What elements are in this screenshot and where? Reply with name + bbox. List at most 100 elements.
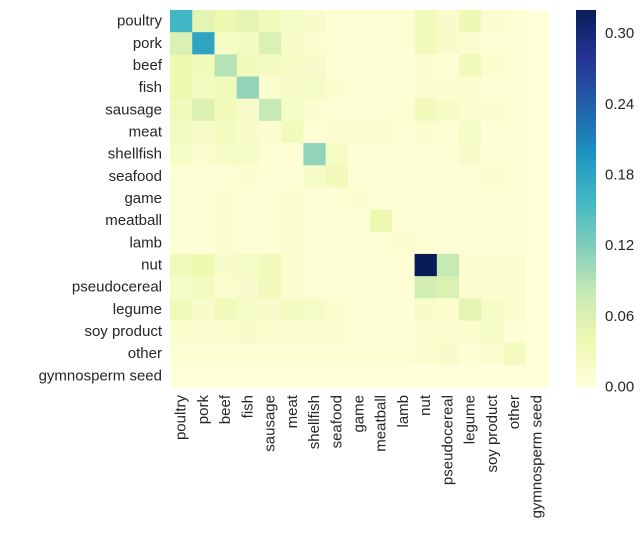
- heatmap-cell: [503, 320, 527, 344]
- heatmap-cell: [236, 276, 260, 299]
- heatmap-cell: [192, 187, 216, 211]
- heatmap-cell: [303, 342, 327, 366]
- heatmap-cell: [436, 253, 460, 277]
- heatmap-cell: [347, 276, 371, 299]
- heatmap-cell: [192, 10, 216, 33]
- heatmap-cell: [281, 76, 305, 100]
- heatmap-cell: [414, 320, 438, 344]
- heatmap-cell: [192, 320, 216, 344]
- heatmap-cell: [525, 76, 549, 100]
- heatmap-cell: [281, 120, 305, 144]
- heatmap-cell: [303, 32, 327, 55]
- heatmap-cell: [392, 253, 416, 277]
- heatmap-cell: [170, 98, 193, 122]
- heatmap-cell: [325, 342, 349, 366]
- heatmap-cell: [303, 364, 327, 388]
- heatmap-cell: [459, 143, 482, 166]
- heatmap-cell: [325, 120, 349, 144]
- heatmap-cell: [258, 54, 282, 78]
- heatmap-cell: [370, 364, 393, 388]
- heatmap-cell: [503, 143, 527, 166]
- heatmap-cell: [392, 320, 416, 344]
- x-tick-label: other: [506, 395, 523, 429]
- y-tick-label: soy product: [84, 323, 162, 340]
- heatmap-cell: [258, 342, 282, 366]
- x-tick-labels: poultry pork beef fish sausage meat shellfish s…: [173, 394, 546, 518]
- heatmap-cell: [347, 165, 371, 189]
- heatmap-cell: [436, 165, 460, 189]
- heatmap-cell: [503, 298, 527, 322]
- heatmap-cell: [170, 187, 193, 211]
- heatmap-cell: [236, 342, 260, 366]
- heatmap-cell: [459, 10, 482, 33]
- x-tick-label: meatball: [373, 395, 390, 452]
- heatmap-cell: [192, 209, 216, 233]
- heatmap-cell: [392, 120, 416, 144]
- heatmap-cell: [459, 76, 482, 100]
- heatmap-cell: [414, 364, 438, 388]
- heatmap-cell: [214, 253, 238, 277]
- heatmap-cell: [525, 32, 549, 55]
- heatmap-cell: [192, 298, 216, 322]
- heatmap-cell: [281, 320, 305, 344]
- heatmap-cell: [436, 276, 460, 299]
- heatmap-cell: [214, 320, 238, 344]
- heatmap-cell: [436, 143, 460, 166]
- colorbar: [576, 10, 596, 387]
- heatmap-cell: [347, 32, 371, 55]
- heatmap-cell: [214, 165, 238, 189]
- heatmap-cell: [370, 76, 393, 100]
- heatmap-cell: [436, 298, 460, 322]
- heatmap-cell: [481, 231, 505, 255]
- y-tick-label: seafood: [109, 168, 162, 185]
- y-tick-label: shellfish: [108, 146, 162, 163]
- x-tick-label: poultry: [173, 395, 190, 441]
- heatmap-cell: [258, 253, 282, 277]
- heatmap-cell: [325, 364, 349, 388]
- heatmap-cell: [525, 165, 549, 189]
- heatmap-cell: [258, 276, 282, 299]
- heatmap-cell: [303, 187, 327, 211]
- heatmap-cell: [281, 143, 305, 166]
- x-tick-label: beef: [217, 394, 234, 424]
- heatmap-cell: [481, 98, 505, 122]
- heatmap-cell: [303, 143, 327, 166]
- heatmap-cell: [236, 253, 260, 277]
- heatmap-cell: [503, 231, 527, 255]
- heatmap-cell: [192, 54, 216, 78]
- heatmap-cell: [214, 209, 238, 233]
- heatmap-cell: [192, 143, 216, 166]
- heatmap-cell: [303, 209, 327, 233]
- y-tick-label: game: [124, 190, 162, 207]
- heatmap-cell: [503, 10, 527, 33]
- heatmap-cell: [236, 187, 260, 211]
- heatmap-cell: [258, 143, 282, 166]
- heatmap-cell: [214, 98, 238, 122]
- heatmap-cell: [481, 364, 505, 388]
- heatmap-cell: [481, 165, 505, 189]
- heatmap-cell: [481, 10, 505, 33]
- heatmap-cell: [525, 98, 549, 122]
- heatmap-cell: [414, 98, 438, 122]
- heatmap-cell: [214, 364, 238, 388]
- heatmap-cell: [192, 76, 216, 100]
- x-tick-label: pork: [195, 395, 212, 425]
- heatmap-cell: [170, 165, 193, 189]
- heatmap-cell: [281, 231, 305, 255]
- heatmap-cell: [459, 298, 482, 322]
- heatmap-cell: [170, 54, 193, 78]
- heatmap-cell: [303, 298, 327, 322]
- heatmap-cell: [303, 231, 327, 255]
- heatmap-cell: [281, 298, 305, 322]
- heatmap-cell: [392, 165, 416, 189]
- colorbar-tick-label: 0.00: [605, 379, 634, 396]
- x-tick-label: lamb: [395, 395, 412, 428]
- x-tick-label: fish: [239, 395, 256, 418]
- x-tick-label: soy product: [484, 394, 501, 472]
- colorbar-tick-label: 0.18: [605, 166, 634, 183]
- heatmap-cell: [414, 298, 438, 322]
- heatmap-cell: [392, 10, 416, 33]
- heatmap-cell: [392, 76, 416, 100]
- heatmap-cell: [258, 364, 282, 388]
